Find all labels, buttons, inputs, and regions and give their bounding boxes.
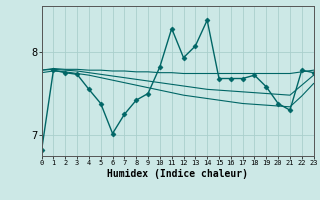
X-axis label: Humidex (Indice chaleur): Humidex (Indice chaleur) <box>107 169 248 179</box>
